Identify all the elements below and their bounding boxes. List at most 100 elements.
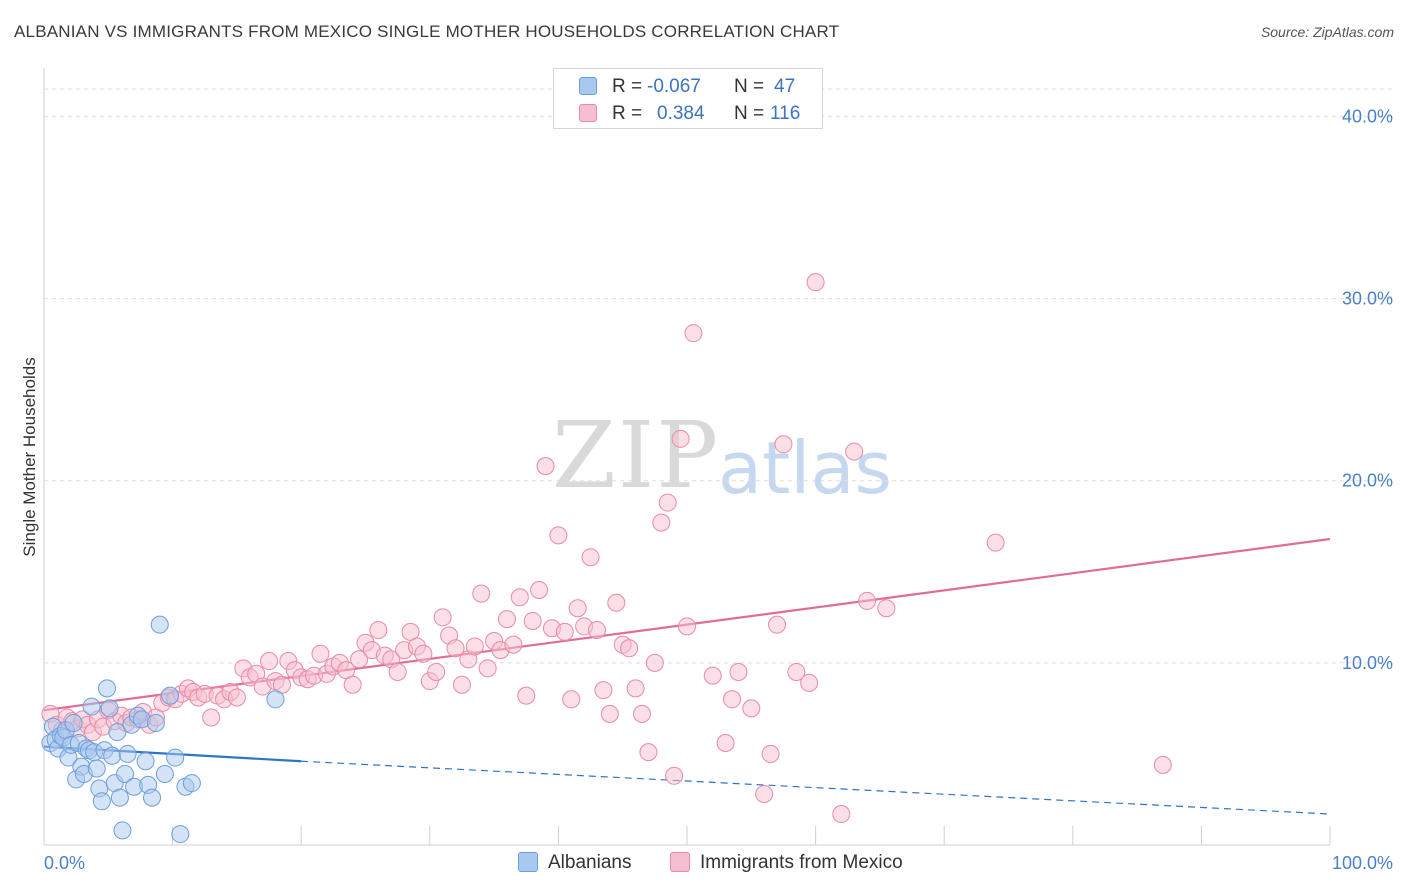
mexico-point <box>703 666 722 685</box>
mexico-point <box>581 548 600 567</box>
mexico-point <box>665 766 684 785</box>
mexico-point <box>600 704 619 723</box>
mexico-point <box>639 743 658 762</box>
albanians-point <box>116 764 135 783</box>
albanians-point <box>146 713 165 732</box>
mexico-point <box>497 610 516 629</box>
albanians-legend-swatch <box>518 852 538 872</box>
x-tick-label: 100.0% <box>1332 853 1393 873</box>
legend-n-label: N = <box>734 103 765 124</box>
mexico-point <box>227 688 246 707</box>
mexico-point <box>620 639 639 658</box>
mexico-legend-swatch <box>670 852 690 872</box>
mexico-point <box>858 591 877 610</box>
albanians-point <box>182 774 201 793</box>
mexico-point <box>446 639 465 658</box>
legend-r-value: -0.067 <box>647 76 701 97</box>
albanians-trend-extension <box>301 760 1331 815</box>
mexico-point <box>517 686 536 705</box>
mexico-point <box>568 599 587 618</box>
albanians-swatch <box>579 77 597 95</box>
mexico-point <box>587 621 606 640</box>
mexico-point <box>787 662 806 681</box>
albanians-point <box>110 788 129 807</box>
mexico-point <box>658 493 677 512</box>
albanians-point <box>113 821 132 840</box>
albanians-point <box>266 690 285 709</box>
mexico-point <box>774 435 793 454</box>
mexico-point <box>388 662 407 681</box>
y-tick-label: 10.0% <box>1342 653 1393 673</box>
mexico-point <box>555 622 574 641</box>
mexico-point <box>311 644 330 663</box>
y-tick-label: 20.0% <box>1342 471 1393 491</box>
mexico-point <box>260 652 279 671</box>
mexico-point <box>465 637 484 656</box>
mexico-point <box>729 662 748 681</box>
legend-row-albanians: R = -0.067 N = 47 <box>554 74 822 100</box>
legend-n-value: 47 <box>774 76 796 97</box>
mexico-point <box>652 513 671 532</box>
mexico-point <box>504 635 523 654</box>
mexico-point <box>369 621 388 640</box>
mexico-point <box>768 615 787 634</box>
x-tick-label: 0.0% <box>44 853 85 873</box>
mexico-point <box>523 611 542 630</box>
albanians-point <box>108 723 127 742</box>
legend-n-value: 116 <box>770 103 801 124</box>
mexico-point <box>626 679 645 698</box>
mexico-point <box>800 673 819 692</box>
mexico-point <box>478 659 497 678</box>
albanians-point <box>161 686 180 705</box>
mexico-point <box>986 533 1005 552</box>
mexico-point <box>562 690 581 709</box>
albanians-point <box>100 699 119 718</box>
legend-r-label: R = <box>612 103 643 124</box>
mexico-point <box>684 324 703 343</box>
mexico-point <box>645 653 664 672</box>
albanians-legend-label: Albanians <box>548 852 632 873</box>
mexico-point <box>755 785 774 803</box>
mexico-point <box>742 699 761 718</box>
mexico-point <box>761 744 780 763</box>
legend-r-value: 0.384 <box>657 103 705 124</box>
mexico-point <box>832 805 851 824</box>
stats-legend: R = -0.067 N = 47 R = 0.384 N = 116 <box>553 68 823 129</box>
mexico-point <box>536 457 555 476</box>
mexico-point <box>678 617 696 636</box>
chart-title: ALBANIAN VS IMMIGRANTS FROM MEXICO SINGL… <box>14 22 840 41</box>
albanians-point <box>118 744 137 763</box>
series-mexico-points <box>41 273 1172 824</box>
axes <box>43 68 1331 846</box>
mexico-point <box>845 442 864 461</box>
mexico-point <box>472 584 491 603</box>
albanians-point <box>82 697 101 716</box>
legend-item-albanians: Albanians <box>518 852 631 874</box>
albanians-point <box>92 792 111 811</box>
mexico-point <box>877 599 896 618</box>
mexico-point <box>433 608 452 627</box>
albanians-point <box>143 788 162 807</box>
watermark-atlas: atlas <box>718 426 892 510</box>
mexico-point <box>343 675 362 694</box>
legend-row-mexico: R = 0.384 N = 116 <box>554 101 822 127</box>
source-credit: Source: ZipAtlas.com <box>1260 24 1394 40</box>
trend-lines <box>43 537 1331 815</box>
legend-r-label: R = <box>612 76 643 97</box>
albanians-point <box>103 746 122 765</box>
legend-n-label: N = <box>734 76 765 97</box>
albanians-point <box>171 825 190 844</box>
mexico-point <box>510 588 529 607</box>
legend-item-mexico: Immigrants from Mexico <box>670 852 903 874</box>
mexico-point <box>716 734 735 752</box>
albanians-point <box>150 615 169 634</box>
mexico-point <box>594 681 613 700</box>
albanians-point <box>64 713 83 732</box>
mexico-point <box>607 593 626 612</box>
grid-lines <box>44 88 1392 664</box>
watermark-zip: ZIP <box>552 402 721 509</box>
albanians-point <box>87 759 106 778</box>
albanians-point <box>98 679 117 698</box>
albanians-point <box>166 748 185 767</box>
